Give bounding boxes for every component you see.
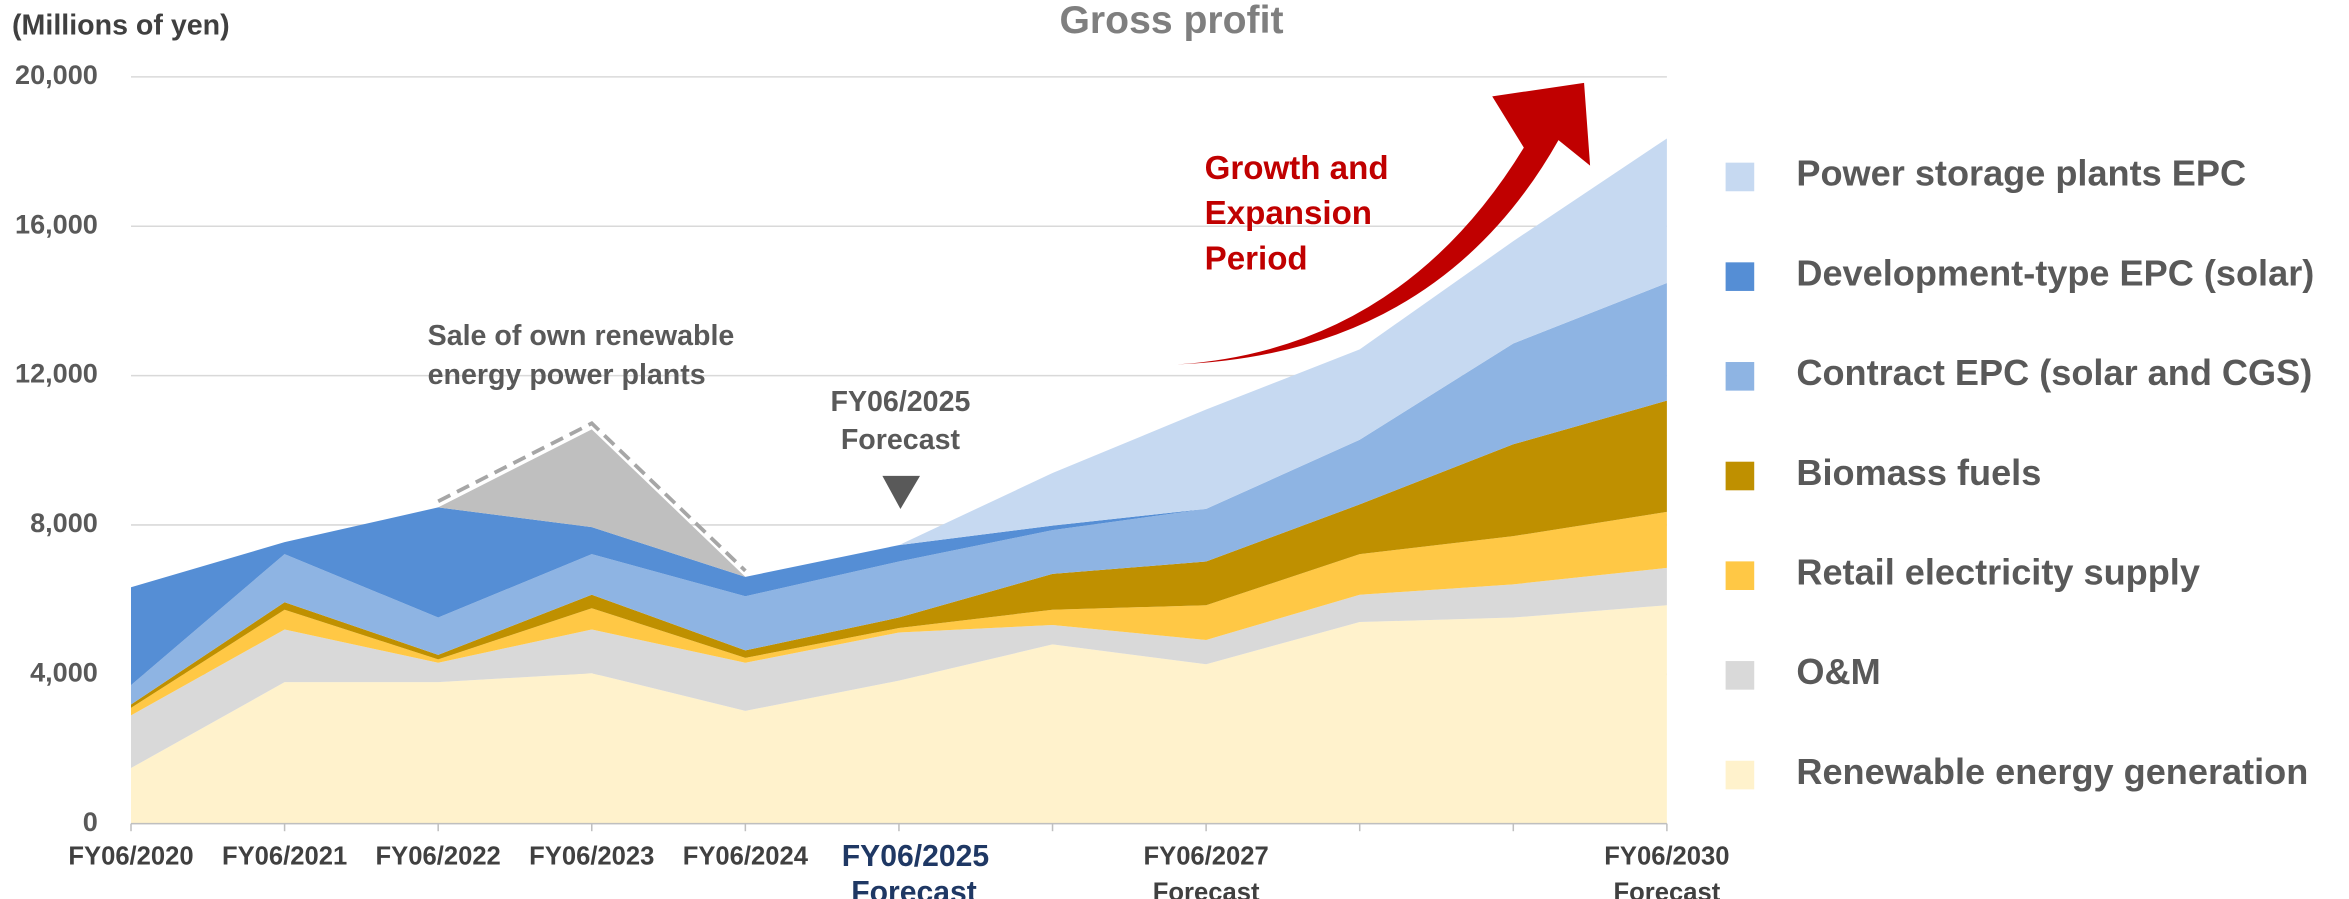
x-tick-label-box: FY06/2021 <box>221 841 348 871</box>
y-axis-label: (Millions of yen) <box>12 10 230 42</box>
sale-annotation: Sale of own renewable <box>428 320 735 352</box>
x-tick-label: FY06/2020 <box>68 841 194 871</box>
y-tick-label: 0 <box>83 806 98 837</box>
area <box>131 605 1667 824</box>
x-tick-label-box: FY06/2020 <box>68 841 194 871</box>
area <box>131 282 1667 686</box>
legend-swatch <box>1725 162 1755 192</box>
x-tick-label-box: FY06/2025 Forecast <box>841 840 990 899</box>
legend-label: Biomass fuels <box>1796 452 2041 493</box>
areas <box>131 138 1667 824</box>
legend-swatch <box>1725 561 1755 590</box>
growth-annotation: Expansion <box>1205 195 1372 232</box>
legend-label: O&M <box>1796 651 1880 692</box>
area <box>131 400 1667 708</box>
y-tick-label: 20,000 <box>15 59 98 90</box>
y-tick-label: 4,000 <box>30 656 98 687</box>
x-tick-label-box: FY06/2024 <box>682 841 808 871</box>
x-tick-label-box: FY06/2022 <box>375 841 501 871</box>
legend-label: Power storage plants EPC <box>1796 153 2246 194</box>
legend-label: Retail electricity supply <box>1796 551 2200 592</box>
x-tick-label: FY06/2027 Forecast <box>1143 841 1269 899</box>
y-tick-label: 12,000 <box>15 358 98 389</box>
forecast-annotation: FY06/2025 <box>830 386 970 418</box>
legend-label: Renewable energy generation <box>1796 751 2308 792</box>
growth-arrow <box>1177 82 1591 365</box>
sale-annotation: energy power plants <box>428 359 706 391</box>
legend-swatch <box>1725 461 1755 491</box>
forecast-annotation: Forecast <box>841 424 961 456</box>
x-tick-label: FY06/2024 <box>682 841 808 871</box>
legend-swatch <box>1725 362 1755 391</box>
growth-annotation: Growth and <box>1205 150 1389 187</box>
x-tick-label: FY06/2025 Forecast <box>841 840 990 899</box>
x-tick-label: FY06/2021 <box>221 841 348 871</box>
x-tick-label: FY06/2022 <box>375 841 501 871</box>
chart-title: Gross profit <box>1059 0 1283 42</box>
x-tick-label: FY06/2023 <box>529 841 655 871</box>
y-tick-label: 16,000 <box>15 208 98 239</box>
area <box>131 567 1667 769</box>
legend-swatch <box>1725 661 1755 690</box>
x-tick-label: FY06/2030 Forecast <box>1604 841 1730 899</box>
sale-dashed-outline <box>437 421 747 573</box>
legend-label: Development-type EPC (solar) <box>1796 252 2314 293</box>
y-tick-label: 8,000 <box>30 507 98 538</box>
growth-annotation: Period <box>1205 240 1308 277</box>
x-tick-label-box: FY06/2030 Forecast <box>1604 841 1730 899</box>
legend-swatch <box>1725 760 1755 790</box>
area <box>131 282 1667 705</box>
x-tick-label-box: FY06/2023 <box>529 841 655 871</box>
sale-area <box>438 429 746 577</box>
x-tick-label-box: FY06/2027 Forecast <box>1143 841 1269 899</box>
legend-swatch <box>1725 262 1755 291</box>
forecast-triangle <box>882 475 921 509</box>
legend-label: Contract EPC (solar and CGS) <box>1796 352 2312 393</box>
overlay: 0 4,000 8,000 12,000 16,000 20,000 Sale of own… <box>15 59 2314 899</box>
area <box>131 138 1667 588</box>
